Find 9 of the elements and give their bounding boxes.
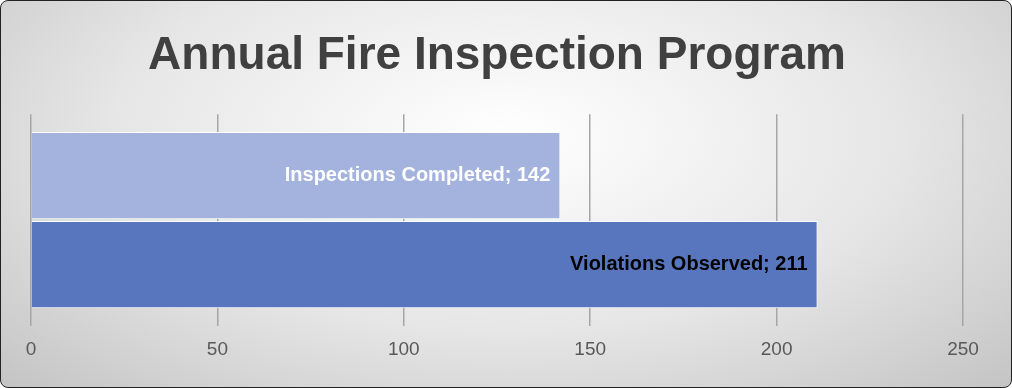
x-tick-label: 200 bbox=[760, 337, 793, 359]
x-tick-label: 250 bbox=[947, 337, 979, 359]
data-label: Inspections Completed; 142 bbox=[284, 163, 551, 186]
data-label: Violations Observed; 211 bbox=[570, 252, 808, 275]
chart-title: Annual Fire Inspection Program bbox=[148, 27, 846, 80]
x-tick-label: 50 bbox=[206, 337, 228, 359]
x-tick-label: 0 bbox=[25, 337, 37, 359]
x-tick-label: 150 bbox=[574, 337, 607, 359]
x-tick-label: 100 bbox=[387, 337, 420, 359]
